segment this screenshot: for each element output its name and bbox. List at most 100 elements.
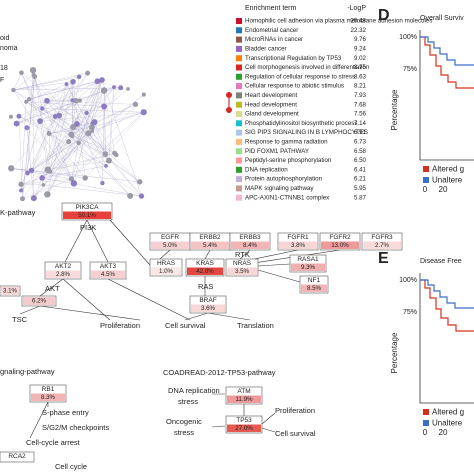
network-edge <box>55 116 93 128</box>
network-node <box>31 72 36 78</box>
gene-fill <box>227 424 261 432</box>
network-edge <box>43 184 142 197</box>
pathway-label: stress <box>174 428 194 437</box>
enrichment-value: 6.41 <box>354 166 367 173</box>
enrichment-term: DNA replication <box>245 166 288 173</box>
gene-fill <box>1 287 19 295</box>
gene-fill <box>23 297 55 305</box>
x-tick-label: 20 <box>439 428 448 437</box>
enrichment-term: Bladder cancer <box>245 46 287 53</box>
enrichment-term: Regulation of cellular response to stres… <box>245 73 355 80</box>
legend-swatch <box>423 177 429 183</box>
gene-fill <box>291 263 325 271</box>
legend-swatch <box>236 73 242 80</box>
pathway-label: RAS <box>198 282 213 291</box>
pathway-label: S/G2/M checkpoints <box>42 423 109 432</box>
gene-fill <box>46 270 80 278</box>
gene-name: FGFR3 <box>371 234 393 241</box>
network-node <box>74 121 80 127</box>
network-edge <box>20 101 27 191</box>
x-tick-label: 0 <box>423 428 428 437</box>
gene-fill <box>279 241 317 249</box>
pathway-label: gnaling-pathway <box>0 367 55 376</box>
network-edge <box>22 79 103 199</box>
network-edge <box>18 79 103 117</box>
network-node <box>70 78 76 85</box>
network-node <box>89 124 95 131</box>
enrichment-value: 9.76 <box>354 36 367 43</box>
legend-swatch <box>236 55 242 62</box>
enrichment-term: Head development <box>245 101 297 108</box>
network-edge <box>49 133 142 197</box>
enrichment-value: 5.95 <box>354 185 367 192</box>
legend-label: Unaltere <box>432 419 463 428</box>
network-edge <box>31 73 88 171</box>
gene-name: NF1 <box>308 277 321 284</box>
gene-percent: 27.0% <box>235 425 253 432</box>
gene-name: BRAF <box>199 297 216 304</box>
network-node <box>137 179 143 185</box>
network-node <box>126 87 130 91</box>
network-edge <box>91 112 144 128</box>
y-tick-label: 75% <box>403 309 417 316</box>
network-edge <box>28 76 35 100</box>
network-edge <box>102 106 105 184</box>
enrichment-value: 8.63 <box>354 73 367 80</box>
network-node <box>76 74 82 79</box>
legend-swatch <box>236 111 242 117</box>
network-node <box>138 193 145 199</box>
network-edge <box>78 79 103 143</box>
gene-name: PIK3CA <box>75 204 99 211</box>
gene-percent: 1.0% <box>159 268 174 275</box>
pathway-label: PI3K <box>80 223 96 232</box>
network-node <box>85 130 92 137</box>
network-node <box>84 110 89 116</box>
network-edge <box>31 84 67 171</box>
network-node <box>20 196 26 202</box>
enrichment-term: Endometrial cancer <box>245 27 298 34</box>
network-edge <box>103 90 115 154</box>
enrichment-value: 9.24 <box>354 46 367 53</box>
enrichment-value: 22.32 <box>351 27 367 34</box>
gene-name: HRAS <box>157 260 176 267</box>
pathway-label: Cell survival <box>275 429 316 438</box>
enrichment-value: 6.21 <box>354 176 367 183</box>
network-node <box>91 119 98 126</box>
network-edge <box>72 81 74 101</box>
network-node <box>101 103 108 110</box>
network-node <box>29 66 37 74</box>
gene-name: EGFR <box>161 234 179 241</box>
legend-swatch <box>236 83 242 90</box>
gene-name: ATM <box>237 388 250 395</box>
network-edge <box>21 72 41 122</box>
network-node <box>16 113 22 119</box>
network-node <box>90 129 95 133</box>
network-node <box>40 106 45 111</box>
gene-percent: 5.0% <box>163 242 178 249</box>
gene-percent: 6.2% <box>32 298 47 305</box>
network-node <box>68 131 75 138</box>
legend-swatch <box>236 194 242 201</box>
network-node <box>11 87 16 93</box>
network-edge <box>26 83 67 102</box>
enrichment-term: Heart development <box>245 92 298 99</box>
network-edge <box>41 115 60 179</box>
network-edge <box>26 101 140 183</box>
network-node <box>39 175 45 181</box>
network-node <box>73 98 79 104</box>
network-label: F <box>0 77 4 84</box>
network-edge <box>42 177 142 197</box>
legend-label: Unaltere <box>432 176 463 185</box>
network-node <box>64 82 69 87</box>
gene-fill <box>191 241 229 249</box>
network-node <box>19 188 24 193</box>
network-edge <box>86 112 117 155</box>
network-edge <box>42 108 144 113</box>
gene-name: RCA2 <box>8 453 26 460</box>
enrichment-term: Phosphatidylinositol biosynthetic proces… <box>245 120 357 127</box>
network-edge <box>71 88 129 136</box>
gene-fill <box>231 241 269 249</box>
pathway-label: Proliferation <box>275 406 315 415</box>
network-edge <box>13 89 75 184</box>
